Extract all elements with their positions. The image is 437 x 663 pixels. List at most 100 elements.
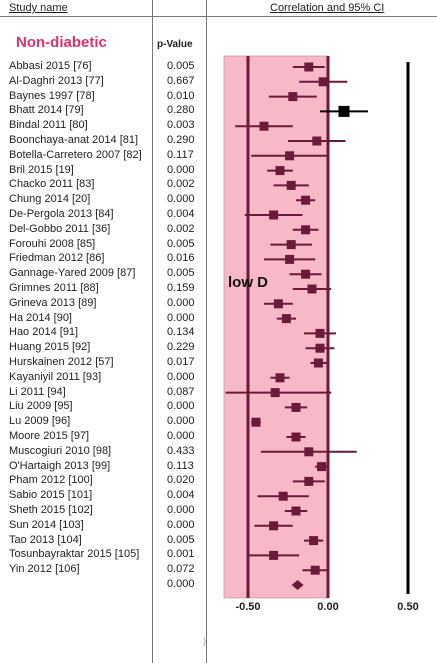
point-estimate <box>317 462 327 472</box>
study-name: Muscogiuri 2010 [98] <box>9 444 112 457</box>
study-p-value: 0.000 <box>167 504 195 516</box>
study-name: Gannage-Yared 2009 [87] <box>9 267 136 280</box>
study-name: Sheth 2015 [102] <box>9 504 93 516</box>
point-estimate <box>291 402 301 412</box>
study-p-value: 0.000 <box>167 311 195 324</box>
annotation-low-d: low D <box>228 274 268 291</box>
x-tick-label-0: -0.50 <box>235 601 260 613</box>
study-name: Friedman 2012 [86] <box>9 252 105 265</box>
point-estimate <box>275 166 285 176</box>
study-p-value: 0.003 <box>167 119 195 132</box>
point-estimate <box>338 105 350 117</box>
study-p-value: 0.280 <box>167 104 195 117</box>
effect-header: Correlation and 95% CI <box>270 2 385 14</box>
point-estimate <box>304 476 314 486</box>
study-name: Li 2011 [94] <box>9 385 66 398</box>
point-estimate <box>301 225 311 235</box>
study-name-header: Study name <box>9 2 68 14</box>
study-p-value: 0.005 <box>167 267 195 280</box>
point-estimate <box>291 432 301 442</box>
study-name: Del-Gobbo 2011 [36] <box>9 222 111 235</box>
study-name: Pham 2012 [100] <box>9 474 93 487</box>
study-p-value: 0.667 <box>167 74 195 87</box>
study-name: Baynes 1997 [78] <box>9 89 95 102</box>
study-p-value: 0.000 <box>167 163 195 176</box>
study-p-value: 0.004 <box>167 208 195 220</box>
study-p-value: 0.000 <box>167 415 195 428</box>
study-name: O'Hartaigh 2013 [99] <box>9 459 111 472</box>
study-p-value: 0.433 <box>167 444 195 457</box>
column-divider-left <box>152 0 153 663</box>
study-p-value: 0.010 <box>167 89 195 102</box>
point-estimate <box>270 388 280 398</box>
study-p-value: 0.004 <box>167 489 195 502</box>
header-divider <box>0 16 437 17</box>
point-estimate <box>307 284 317 294</box>
study-p-value: 0.002 <box>167 222 195 235</box>
point-estimate <box>281 314 291 324</box>
study-p-value: 0.159 <box>167 282 195 294</box>
point-estimate <box>315 328 325 338</box>
study-name: Hao 2014 [91] <box>9 326 79 339</box>
study-p-value: 0.290 <box>167 134 195 146</box>
study-p-value: 0.117 <box>167 148 194 161</box>
pvalue-header: p-Value <box>157 39 193 50</box>
study-p-value: 0.005 <box>167 237 195 250</box>
point-estimate <box>269 550 279 560</box>
study-p-value: 0.000 <box>167 400 195 413</box>
point-estimate <box>269 521 279 531</box>
point-estimate <box>304 62 314 72</box>
study-p-value: 0.005 <box>167 533 195 546</box>
column-divider-right <box>206 0 207 663</box>
point-estimate <box>304 447 314 457</box>
study-p-value: 0.000 <box>167 518 195 531</box>
study-p-value: 0.072 <box>167 563 195 576</box>
study-name: Bindal 2011 [80] <box>9 119 88 132</box>
point-estimate <box>309 536 319 546</box>
study-name: Moore 2015 [97] <box>9 430 90 442</box>
point-estimate <box>251 417 261 427</box>
x-tick-label-2: 0.50 <box>397 601 418 613</box>
point-estimate <box>286 180 296 190</box>
study-name: Sun 2014 [103] <box>9 518 84 531</box>
study-p-value: 0.000 <box>167 296 195 309</box>
study-p-value: 0.002 <box>167 178 195 191</box>
point-estimate <box>275 373 285 383</box>
study-name: De-Pergola 2013 [84] <box>9 208 114 220</box>
study-name: Yin 2012 [106] <box>9 563 80 576</box>
point-estimate <box>288 92 298 102</box>
study-name: Bhatt 2014 [79] <box>9 104 84 117</box>
study-p-value: 0.017 <box>167 356 195 368</box>
study-p-value: 0.087 <box>167 385 195 398</box>
study-name: Ha 2014 [90] <box>9 311 72 324</box>
study-name: Chacko 2011 [83] <box>9 178 95 191</box>
study-name: Forouhi 2008 [85] <box>9 237 96 250</box>
point-estimate <box>291 506 301 516</box>
point-estimate <box>269 210 279 220</box>
study-name: Sabio 2015 [101] <box>9 489 93 502</box>
stray-mark: ) <box>203 636 206 646</box>
summary-diamond <box>291 580 304 590</box>
study-name: Grimnes 2011 [88] <box>9 282 99 294</box>
study-p-value: 0.016 <box>167 252 195 265</box>
point-estimate <box>313 358 323 368</box>
study-p-value: 0.000 <box>167 193 195 206</box>
study-name: Liu 2009 [95] <box>9 400 73 413</box>
point-estimate <box>286 240 296 250</box>
study-p-value: 0.020 <box>167 474 195 487</box>
study-p-value: 0.000 <box>167 430 195 442</box>
point-estimate <box>318 77 328 87</box>
point-estimate <box>315 343 325 353</box>
study-name: Al-Daghri 2013 [77] <box>9 74 104 87</box>
study-name: Chung 2014 [20] <box>9 193 91 206</box>
study-name: Lu 2009 [96] <box>9 415 71 428</box>
point-estimate <box>310 565 320 575</box>
shaded-region <box>223 55 329 599</box>
study-name: Hurskainen 2012 [57] <box>9 356 114 368</box>
point-estimate <box>312 136 322 146</box>
x-tick-label-1: 0.00 <box>317 601 338 613</box>
point-estimate <box>285 151 295 161</box>
study-name: Boonchaya-anat 2014 [81] <box>9 134 139 146</box>
point-estimate <box>273 299 283 309</box>
